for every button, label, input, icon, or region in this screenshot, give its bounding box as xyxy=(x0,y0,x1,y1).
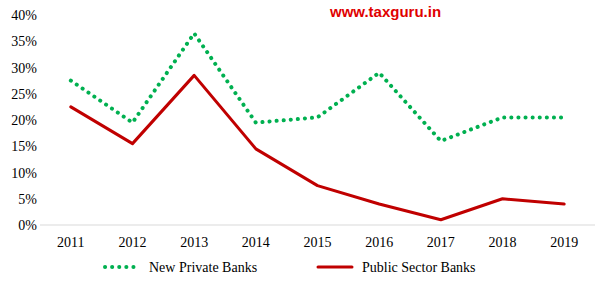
legend-swatch xyxy=(105,265,139,269)
y-tick xyxy=(37,172,40,173)
series-line xyxy=(71,75,564,219)
y-tick xyxy=(37,146,40,147)
x-tick-label: 2014 xyxy=(242,235,270,250)
y-tick-label: 25% xyxy=(11,87,37,102)
x-tick-label: 2013 xyxy=(180,235,208,250)
y-tick-label: 15% xyxy=(11,139,37,154)
y-tick xyxy=(37,67,40,68)
y-tick xyxy=(37,120,40,121)
y-tick-label: 0% xyxy=(18,218,37,233)
y-tick xyxy=(37,198,40,199)
y-tick xyxy=(37,225,40,226)
x-tick-label: 2017 xyxy=(427,235,455,250)
y-tick-label: 5% xyxy=(18,192,37,207)
y-tick xyxy=(37,93,40,94)
plot-lines xyxy=(71,33,564,219)
legend-label: Public Sector Banks xyxy=(362,260,476,275)
annotation: www.taxguru.in xyxy=(329,3,441,20)
y-tick-label: 20% xyxy=(11,113,37,128)
y-tick-label: 10% xyxy=(11,166,37,181)
series-line xyxy=(71,33,564,141)
y-tick-label: 30% xyxy=(11,61,37,76)
x-tick-label: 2011 xyxy=(57,235,84,250)
y-tick-label: 40% xyxy=(11,8,37,23)
x-tick-label: 2018 xyxy=(489,235,517,250)
legend-label: New Private Banks xyxy=(149,260,257,275)
x-tick-label: 2015 xyxy=(304,235,332,250)
y-tick xyxy=(37,15,40,16)
x-axis-line xyxy=(40,225,595,226)
x-tick-label: 2019 xyxy=(550,235,578,250)
chart: 0% 5% 10% 15% 20% 25% 30% 35% 40% 2011 2012 2013 201… xyxy=(0,0,600,300)
x-tick-label: 2012 xyxy=(119,235,147,250)
legend-swatch xyxy=(318,266,352,269)
y-tick xyxy=(37,41,40,42)
x-tick-label: 2016 xyxy=(365,235,393,250)
y-tick-label: 35% xyxy=(11,34,37,49)
